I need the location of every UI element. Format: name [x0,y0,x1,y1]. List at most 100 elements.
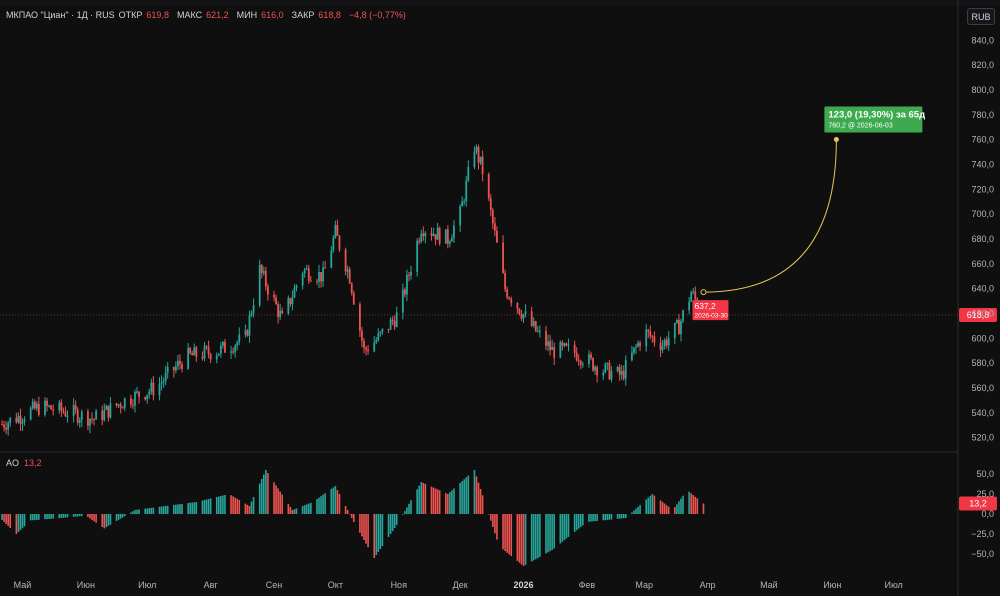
ao-bar [665,505,668,514]
ao-bar [134,510,136,514]
currency-button[interactable]: RUB [967,8,995,25]
ao-bar [189,502,191,514]
ao-bar [432,487,435,514]
ao-bar [661,502,664,514]
ao-bar [101,514,104,527]
open-label: ОТКР [118,10,143,20]
time-axis-label: Май [760,580,778,590]
ao-bar [447,494,449,514]
ao-bar [291,510,294,514]
candle-body [150,382,153,392]
ao-bar [305,504,308,514]
ao-bar [608,514,611,520]
ao-bar [618,514,621,519]
low-label: МИН [236,10,258,20]
ao-bar [663,503,666,514]
candle-body [348,269,351,284]
ao-value-label: 13,2 [969,498,987,508]
candle-body [438,227,441,244]
candle-body [215,355,218,360]
candle-body [207,347,210,355]
candle-body [246,330,249,336]
candle-body [21,421,24,424]
high-value: 621,2 [206,10,229,20]
ao-bar [346,510,349,514]
ao-bar [138,509,140,514]
candle-body [258,264,261,306]
candle-body [487,173,490,199]
ao-bar [492,514,494,527]
ao-bar [359,514,361,533]
ao-bar [107,514,110,526]
ao-bar [181,503,183,514]
candle-body [338,235,341,250]
ao-bar [567,514,570,537]
candle-body [408,274,410,276]
ao-bar [324,493,326,514]
candles [1,144,705,436]
candle-body [363,340,365,348]
candle-body [152,382,155,396]
candle-body [177,360,179,367]
candle-body [236,342,239,346]
candle-body [44,400,46,415]
ao-bar [532,514,535,561]
price-axis-tick: 640,0 [971,284,994,294]
ao-bar [103,514,106,529]
candle-body [91,418,93,420]
ao-axis-tick: −50,0 [971,549,994,559]
ao-bar [377,514,380,552]
ao-bar [148,508,151,514]
ao-bar [637,506,639,514]
ao-bar [391,514,394,531]
candle-body [496,230,498,243]
candle-body [330,250,333,268]
candle-body [76,409,79,423]
ao-bar [610,514,613,520]
ao-bar [160,506,163,514]
candle-body [534,321,537,332]
candle-body [653,336,656,343]
candle-body [262,271,265,274]
candle-body [324,267,327,269]
ao-bar [506,514,508,553]
time-axis-label: Авг [204,580,219,590]
ao-bar [467,475,470,514]
candle-body [58,402,61,411]
ao-bar [649,495,652,514]
ao-bar [516,514,519,561]
ao-bar [445,493,447,514]
candle-body [209,354,212,360]
projection-target-label-bg [824,106,923,133]
candle-body [72,405,75,416]
candle-body [489,198,492,211]
candle-body [624,360,627,379]
candle-body [146,394,149,400]
ao-bar [350,514,353,518]
candle-body [89,418,91,426]
candle-body [60,402,63,411]
candle-body [465,180,468,202]
ao-bar [537,514,539,558]
candle-body [379,331,382,334]
ao-bar [489,514,492,521]
ao-bar [205,499,208,514]
ao-bar [465,477,468,514]
candle-body [491,210,494,224]
candle-body [320,272,322,282]
ao-bar [387,514,390,537]
ao-bar [676,504,678,514]
price-axis-tick: 700,0 [971,209,994,219]
candle-body [46,400,48,407]
candle-body [191,353,194,356]
time-axis-label: Июл [138,580,156,590]
ao-bar [520,514,523,565]
candle-body [301,273,304,286]
ao-bar [524,514,527,565]
price-axis-tick: 680,0 [971,234,994,244]
ao-bar [459,482,461,514]
ao-bar [565,514,568,539]
ao-bar [201,500,204,514]
ao-bar [187,503,189,514]
